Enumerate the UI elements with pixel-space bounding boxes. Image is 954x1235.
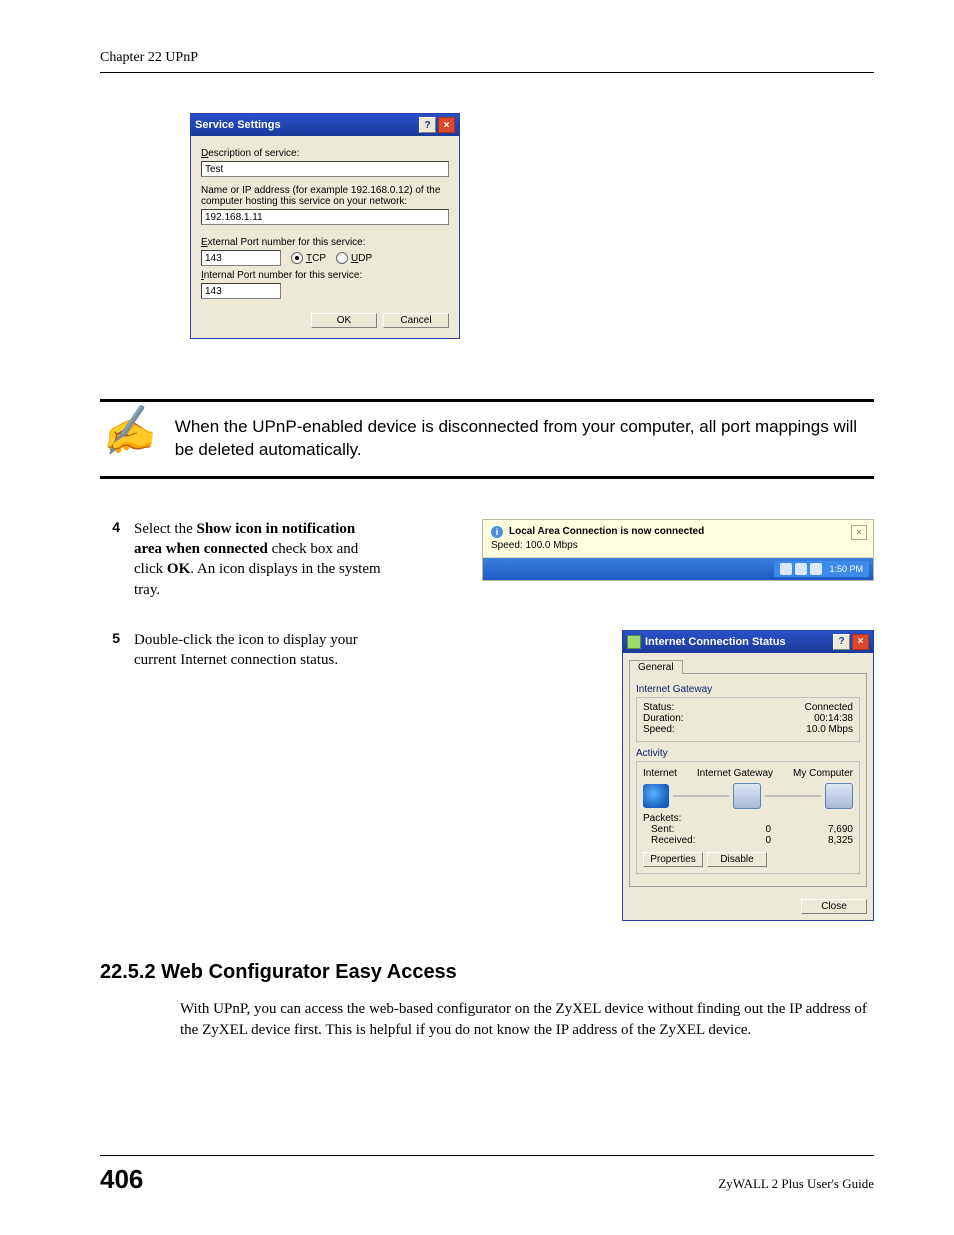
system-tray[interactable]: 1:50 PM xyxy=(774,561,869,577)
tray-clock: 1:50 PM xyxy=(829,564,863,574)
external-port-label: External Port number for this service: xyxy=(201,237,449,248)
sent-pc-value: 7,690 xyxy=(771,824,853,835)
taskbar: 1:50 PM xyxy=(483,558,873,580)
sent-label: Sent: xyxy=(643,824,711,835)
dialog-title: Internet Connection Status xyxy=(645,636,831,648)
speed-key: Speed: xyxy=(643,724,806,735)
note-callout: ✍ When the UPnP-enabled device is discon… xyxy=(100,399,874,479)
sent-gw-value: 0 xyxy=(711,824,771,835)
activity-mycomputer-label: My Computer xyxy=(793,768,853,779)
received-label: Received: xyxy=(643,835,711,846)
note-hand-icon: ✍ xyxy=(97,406,159,459)
tray-volume-icon[interactable] xyxy=(795,563,807,575)
udp-radio[interactable]: UDP xyxy=(336,252,372,264)
internal-port-label: Internal Port number for this service: xyxy=(201,270,449,281)
activity-gateway-label: Internet Gateway xyxy=(697,768,773,779)
duration-value: 00:14:38 xyxy=(814,713,853,724)
connection-line-icon xyxy=(673,795,729,797)
balloon-title: Local Area Connection is now connected xyxy=(509,526,704,537)
internal-port-input[interactable] xyxy=(201,283,281,299)
connection-line-icon xyxy=(765,795,821,797)
step-4-text: Select the Show icon in notification are… xyxy=(134,519,384,600)
tcp-radio[interactable]: TCP xyxy=(291,252,326,264)
status-key: Status: xyxy=(643,702,805,713)
description-label: Description of service: xyxy=(201,148,449,159)
network-icon xyxy=(627,635,641,649)
close-icon[interactable]: × xyxy=(852,634,869,650)
ok-button[interactable]: OK xyxy=(311,313,377,328)
radio-dot-icon xyxy=(291,252,303,264)
external-port-input[interactable] xyxy=(201,250,281,266)
chapter-header: Chapter 22 UPnP xyxy=(100,50,874,66)
host-input[interactable] xyxy=(201,209,449,225)
speed-value: 10.0 Mbps xyxy=(806,724,853,735)
dialog-title: Service Settings xyxy=(195,119,417,131)
step-number: 4 xyxy=(100,519,120,535)
step-5-text: Double-click the icon to display your cu… xyxy=(134,630,384,671)
tcp-label: TCP xyxy=(306,253,326,264)
section-paragraph: With UPnP, you can access the web-based … xyxy=(180,999,874,1041)
tray-network-icon[interactable] xyxy=(780,563,792,575)
duration-key: Duration: xyxy=(643,713,814,724)
dialog-titlebar[interactable]: Service Settings ? × xyxy=(191,114,459,136)
cancel-button[interactable]: Cancel xyxy=(383,313,449,328)
radio-dot-icon xyxy=(336,252,348,264)
balloon-speed: Speed: 100.0 Mbps xyxy=(491,540,865,551)
recv-gw-value: 0 xyxy=(711,835,771,846)
section-heading: 22.5.2 Web Configurator Easy Access xyxy=(100,961,874,984)
globe-icon xyxy=(643,784,669,808)
gateway-icon xyxy=(733,783,761,809)
computer-icon xyxy=(825,783,853,809)
note-rule-bottom xyxy=(100,476,874,479)
help-icon[interactable]: ? xyxy=(419,117,436,133)
activity-internet-label: Internet xyxy=(643,768,677,779)
udp-label: UDP xyxy=(351,253,372,264)
dialog-titlebar[interactable]: Internet Connection Status ? × xyxy=(623,631,873,653)
header-rule xyxy=(100,72,874,73)
help-icon[interactable]: ? xyxy=(833,634,850,650)
tray-shield-icon[interactable] xyxy=(810,563,822,575)
info-icon: i xyxy=(491,526,503,538)
host-label: Name or IP address (for example 192.168.… xyxy=(201,185,449,207)
group-activity: Activity xyxy=(636,748,860,759)
service-settings-dialog: Service Settings ? × Description of serv… xyxy=(190,113,460,339)
packets-label: Packets: xyxy=(643,813,853,824)
step-number: 5 xyxy=(100,630,120,646)
description-input[interactable] xyxy=(201,161,449,177)
recv-pc-value: 8,325 xyxy=(771,835,853,846)
tab-general[interactable]: General xyxy=(629,660,683,674)
guide-name: ZyWALL 2 Plus User's Guide xyxy=(718,1176,874,1192)
group-internet-gateway: Internet Gateway xyxy=(636,684,860,695)
properties-button[interactable]: Properties xyxy=(643,852,703,867)
connection-status-dialog: Internet Connection Status ? × General I… xyxy=(622,630,874,921)
close-button[interactable]: Close xyxy=(801,899,867,914)
balloon-close-icon[interactable]: × xyxy=(851,525,867,540)
footer-rule xyxy=(100,1155,874,1156)
page-number: 406 xyxy=(100,1164,143,1195)
close-icon[interactable]: × xyxy=(438,117,455,133)
disable-button[interactable]: Disable xyxy=(707,852,767,867)
status-value: Connected xyxy=(805,702,853,713)
note-text: When the UPnP-enabled device is disconne… xyxy=(175,416,874,462)
connection-balloon-figure: i Local Area Connection is now connected… xyxy=(482,519,874,581)
